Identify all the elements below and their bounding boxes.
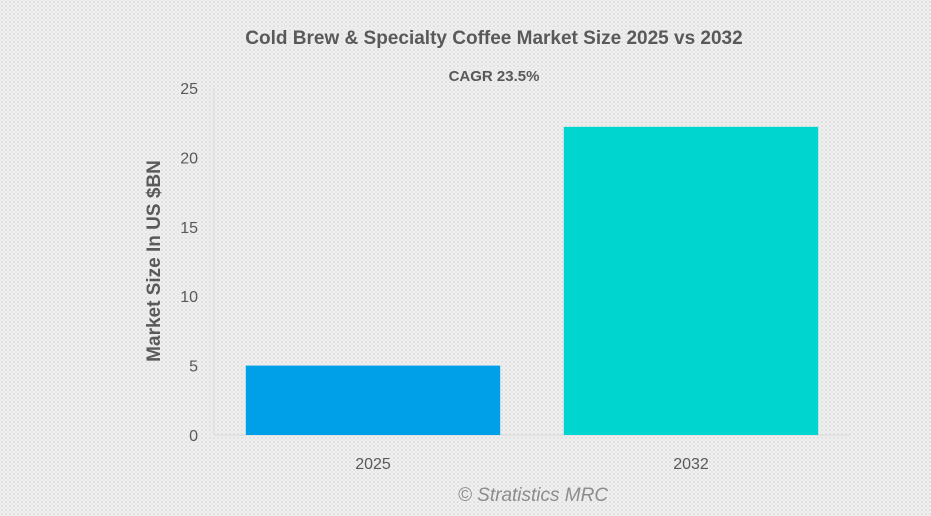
chart-title: Cold Brew & Specialty Coffee Market Size… xyxy=(245,28,742,49)
y-tick-label: 10 xyxy=(180,289,198,306)
y-axis-label: Market Size In US $BN xyxy=(144,160,165,362)
y-tick-label: 20 xyxy=(180,150,198,167)
chart-subtitle: CAGR 23.5% xyxy=(449,68,540,85)
y-axis-ticks: 0 5 10 15 20 25 xyxy=(180,81,198,445)
bar-2032 xyxy=(563,126,819,435)
bar-2025 xyxy=(245,365,501,435)
bars-group xyxy=(245,126,819,435)
x-tick-label: 2025 xyxy=(355,456,391,473)
y-tick-label: 5 xyxy=(189,359,198,376)
x-tick-label: 2032 xyxy=(673,456,709,473)
watermark: © Stratistics MRC xyxy=(458,485,608,506)
x-axis-ticks: 2025 2032 xyxy=(355,456,709,473)
y-tick-label: 25 xyxy=(180,81,198,98)
y-tick-label: 0 xyxy=(189,428,198,445)
y-tick-label: 15 xyxy=(180,220,198,237)
